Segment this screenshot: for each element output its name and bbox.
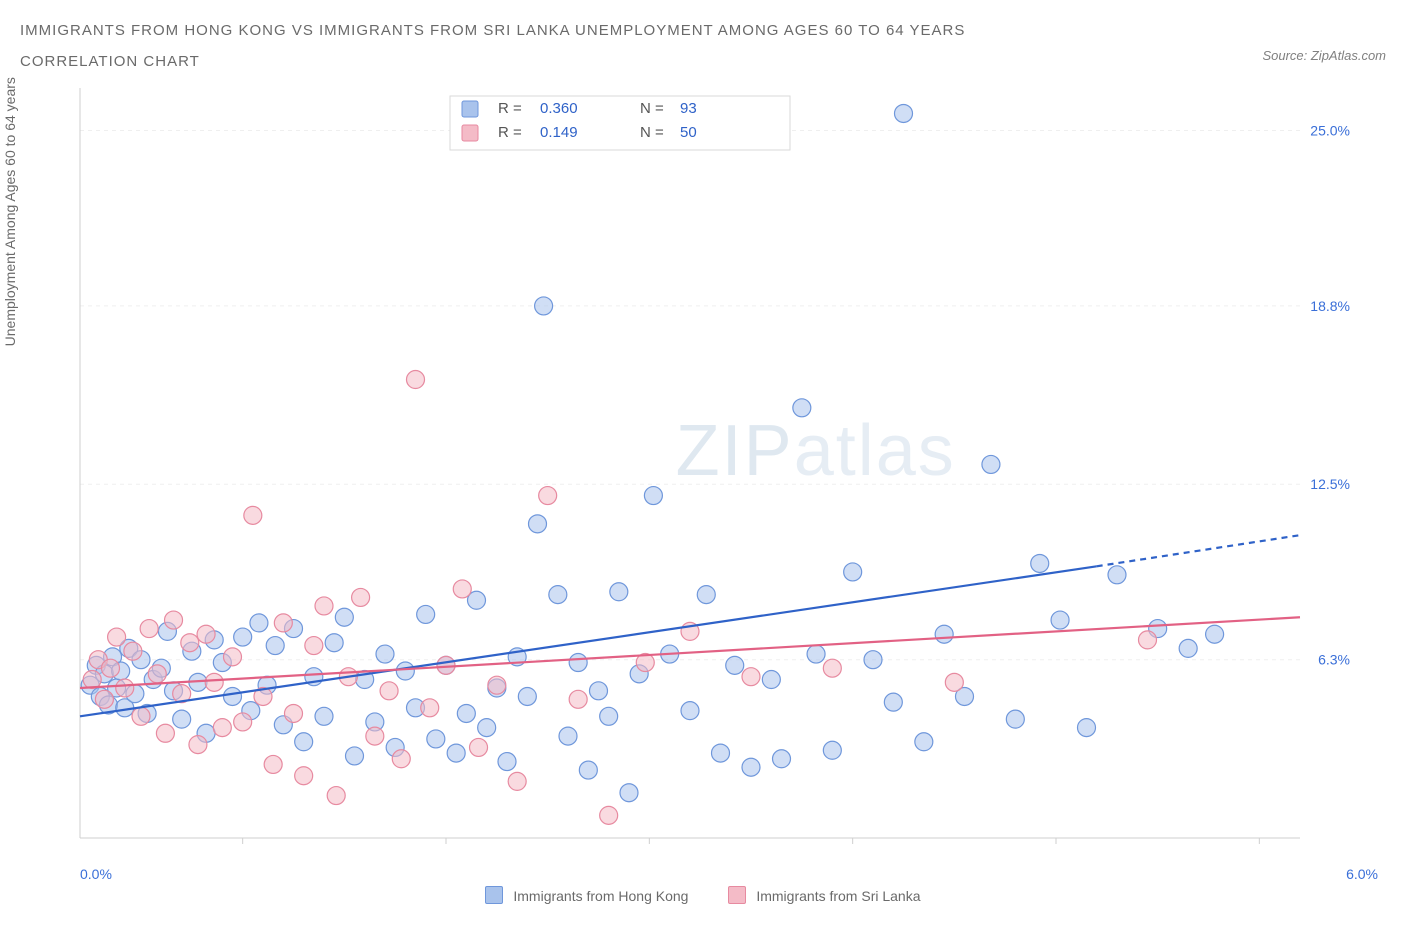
svg-text:N =: N = xyxy=(640,100,664,117)
chart-title: IMMIGRANTS FROM HONG KONG VS IMMIGRANTS … xyxy=(20,20,965,41)
svg-text:N =: N = xyxy=(640,124,664,141)
svg-text:R =: R = xyxy=(498,124,522,141)
svg-text:0.149: 0.149 xyxy=(540,124,578,141)
scatter-plot: 6.3% 12.5% 18.8% 25.0% R = 0.360 N = 93 R = 0.149… xyxy=(20,78,1360,868)
chart-container: Unemployment Among Ages 60 to 64 years Z… xyxy=(20,78,1386,868)
source-attribution: Source: ZipAtlas.com xyxy=(1262,48,1386,63)
legend-swatch-hk xyxy=(485,886,503,904)
svg-text:93: 93 xyxy=(680,100,697,117)
x-max-label: 6.0% xyxy=(1346,866,1378,882)
svg-text:25.0%: 25.0% xyxy=(1310,122,1350,138)
x-axis-range: 0.0% 6.0% xyxy=(20,866,1386,882)
legend-swatch-sl xyxy=(728,886,746,904)
svg-text:12.5%: 12.5% xyxy=(1310,476,1350,492)
x-min-label: 0.0% xyxy=(80,866,112,882)
y-axis-label: Unemployment Among Ages 60 to 64 years xyxy=(2,77,18,346)
svg-text:R =: R = xyxy=(498,100,522,117)
svg-text:18.8%: 18.8% xyxy=(1310,298,1350,314)
legend-label-hk: Immigrants from Hong Kong xyxy=(513,888,688,904)
svg-text:50: 50 xyxy=(680,124,697,141)
series-legend: Immigrants from Hong Kong Immigrants fro… xyxy=(20,886,1386,904)
chart-subtitle: CORRELATION CHART xyxy=(20,53,965,70)
legend-label-sl: Immigrants from Sri Lanka xyxy=(756,888,920,904)
legend-item-hk: Immigrants from Hong Kong xyxy=(485,886,688,904)
svg-text:0.360: 0.360 xyxy=(540,100,578,117)
legend-item-sl: Immigrants from Sri Lanka xyxy=(728,886,920,904)
svg-text:6.3%: 6.3% xyxy=(1318,652,1350,668)
